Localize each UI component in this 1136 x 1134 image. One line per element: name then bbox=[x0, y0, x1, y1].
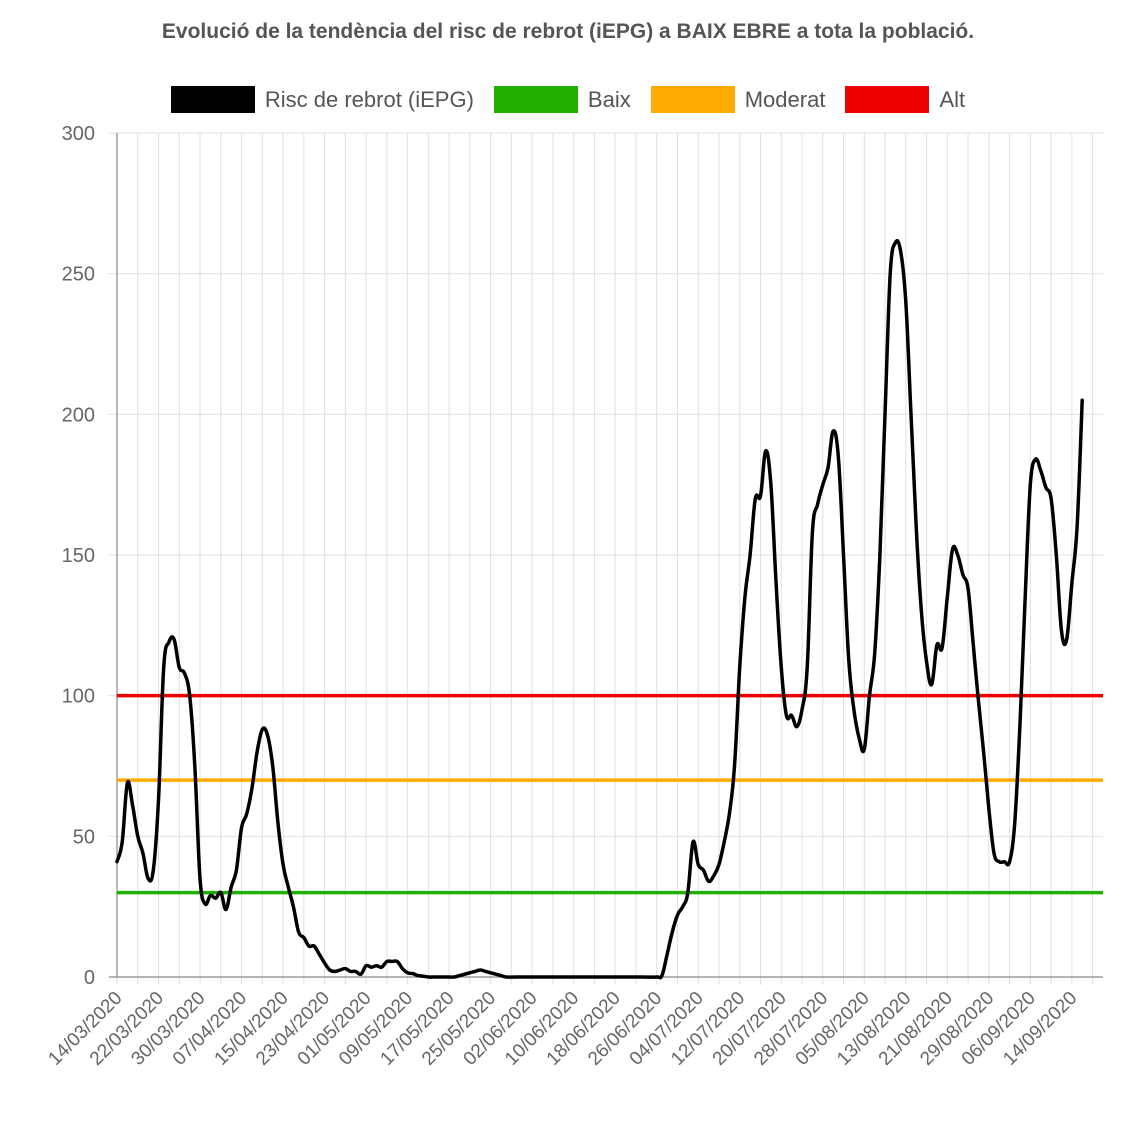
legend-item-iepg[interactable]: Risc de rebrot (iEPG) bbox=[170, 86, 474, 113]
iepg-series-line bbox=[115, 239, 1084, 980]
legend-label-moderat: Moderat bbox=[744, 86, 826, 112]
legend-label-alt: Alt bbox=[939, 86, 966, 112]
series-lines bbox=[115, 239, 1084, 980]
legend-label-baix: Baix bbox=[587, 86, 631, 112]
y-tick-label: 100 bbox=[62, 686, 95, 708]
legend-item-baix[interactable]: Baix bbox=[493, 86, 631, 113]
y-tick-label: 300 bbox=[62, 123, 95, 145]
y-tick-label: 50 bbox=[73, 826, 95, 848]
legend: Risc de rebrot (iEPG) Baix Moderat Alt bbox=[0, 86, 1136, 113]
legend-swatch-baix bbox=[493, 86, 578, 113]
threshold-lines bbox=[117, 693, 1103, 895]
legend-item-moderat[interactable]: Moderat bbox=[650, 86, 826, 113]
legend-swatch-iepg bbox=[170, 86, 255, 113]
y-tick-label: 200 bbox=[62, 404, 95, 426]
y-tick-label: 0 bbox=[84, 967, 95, 989]
legend-item-alt[interactable]: Alt bbox=[845, 86, 965, 113]
x-axis-tick-labels: 14/03/202022/03/202030/03/202007/04/2020… bbox=[44, 988, 1081, 1070]
legend-swatch-alt bbox=[845, 86, 930, 113]
y-tick-label: 250 bbox=[62, 264, 95, 286]
y-tick-label: 150 bbox=[62, 545, 95, 567]
legend-label-iepg: Risc de rebrot (iEPG) bbox=[264, 86, 474, 112]
chart-title: Evolució de la tendència del risc de reb… bbox=[161, 20, 975, 43]
grid bbox=[109, 132, 1103, 985]
legend-swatch-moderat bbox=[650, 86, 735, 113]
y-axis-tick-labels: 0 50 100 150 200 250 300 bbox=[62, 123, 95, 989]
